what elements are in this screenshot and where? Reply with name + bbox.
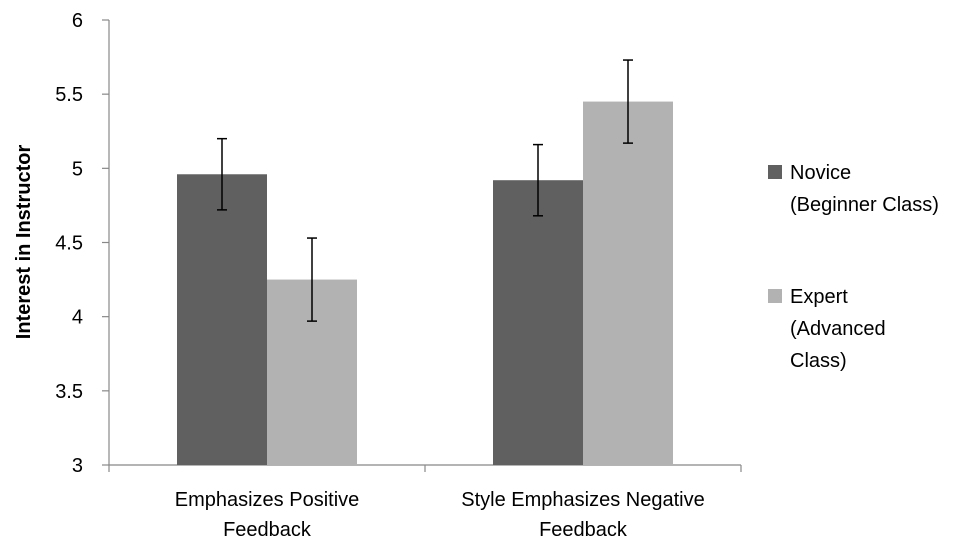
y-tick-label: 3.5 [55,381,83,403]
x-category-label: Feedback [223,519,312,541]
x-category-label: Feedback [539,519,628,541]
legend-entry-label: Expert [790,286,848,308]
bar [493,180,583,465]
bars-group [177,101,673,465]
bar [177,174,267,465]
bar [583,101,673,465]
y-tick-label: 5.5 [55,84,83,106]
x-category-label: Emphasizes Positive [175,489,360,511]
legend: Novice (Beginner Class) Expert (Advanced Cla… [768,162,939,372]
legend-swatch [768,289,782,303]
y-tick-label: 3 [72,455,83,477]
legend-entry-label: Novice [790,162,851,184]
error-bars-group [217,59,633,322]
legend-entry-label: (Advanced [790,318,886,340]
legend-entry-label: (Beginner Class) [790,194,939,216]
axes: 3 3.5 4 4.5 5 5.5 6 Emphasizes Positive Feedback… [55,10,742,541]
y-tick-label: 6 [72,10,83,32]
legend-swatch [768,165,782,179]
y-tick-label: 4 [72,307,83,329]
x-category-label: Style Emphasizes Negative [461,489,704,511]
y-tick-label: 4.5 [55,233,83,255]
legend-entry-label: Class) [790,350,847,372]
y-tick-label: 5 [72,158,83,180]
y-axis-label: Interest in Instructor [13,145,35,340]
